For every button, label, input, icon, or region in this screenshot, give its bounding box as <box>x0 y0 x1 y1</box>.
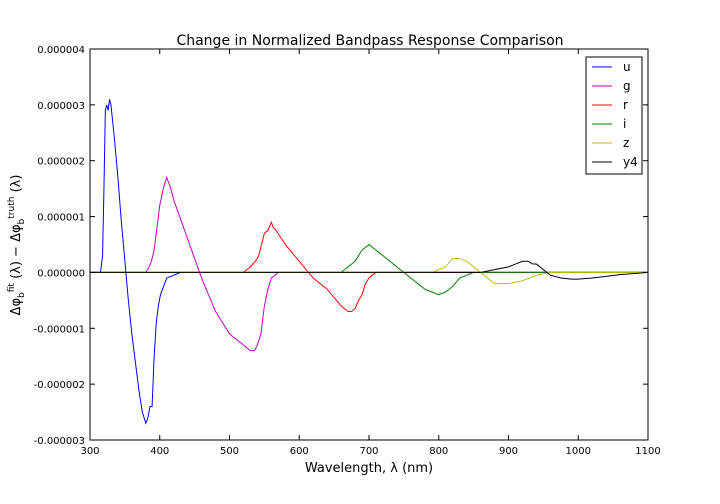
chart-title: Change in Normalized Bandpass Response C… <box>176 33 563 49</box>
x-tick-label: 1000 <box>566 446 591 457</box>
y-tick-label: 0.000001 <box>37 213 85 224</box>
y-tick-label: 0.000000 <box>37 268 85 279</box>
legend-label-i: i <box>623 117 626 131</box>
y-axis-label: Δφbfit (λ) − Δφbtruth (λ) <box>7 175 27 316</box>
y-tick-label: 0.000002 <box>37 157 85 168</box>
legend-label-y4: y4 <box>623 155 638 169</box>
x-tick-label: 500 <box>220 446 239 457</box>
x-tick-label: 800 <box>429 446 448 457</box>
y-tick-label: 0.000004 <box>37 45 85 56</box>
y-tick-label: 0.000003 <box>37 101 85 112</box>
legend-box <box>585 56 643 175</box>
legend-label-r: r <box>623 98 628 112</box>
y-tick-label: -0.000002 <box>34 380 85 391</box>
series-line-y4 <box>90 260 649 280</box>
series-line-u <box>90 99 648 425</box>
x-tick-label: 400 <box>150 446 169 457</box>
x-tick-label: 700 <box>359 446 378 457</box>
series-line-r <box>90 220 648 313</box>
legend-label-z: z <box>623 136 629 150</box>
x-tick-label: 900 <box>499 446 518 457</box>
series-line-g <box>90 175 648 352</box>
x-tick-label: 1100 <box>635 446 660 457</box>
ticks-layer: 300 400 500 600 700 800 900 1000 1100 0.000004 0.0… <box>34 45 661 457</box>
x-tick-label: 600 <box>290 446 309 457</box>
series-line-i <box>90 243 648 296</box>
series-layer <box>90 99 649 425</box>
legend-label-u: u <box>623 60 631 74</box>
x-tick-label: 300 <box>80 446 99 457</box>
x-axis-label: Wavelength, λ (nm) <box>305 461 433 476</box>
y-tick-label: -0.000003 <box>34 436 85 447</box>
y-tick-label: -0.000001 <box>34 324 85 335</box>
legend-label-g: g <box>623 79 631 93</box>
series-line-z <box>90 257 648 285</box>
